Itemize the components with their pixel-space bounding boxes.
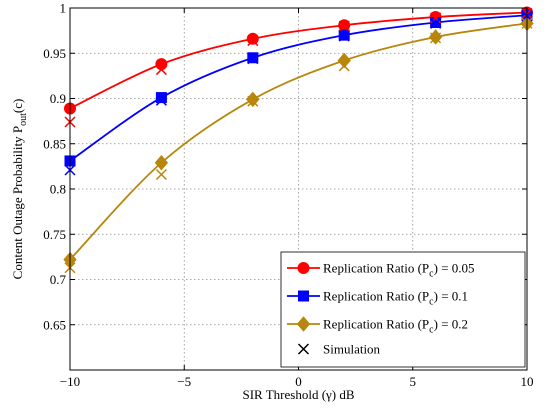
- legend-marker-2: [298, 290, 309, 302]
- legend-entry-prefix: Replication Ratio (P: [323, 317, 429, 332]
- x-axis-label: SIR Threshold (γ) dB: [242, 387, 354, 402]
- y-tick-label: 0.85: [43, 136, 66, 151]
- legend-marker-1: [297, 262, 310, 274]
- legend: Replication Ratio (Pc) = 0.05Replication…: [280, 251, 526, 368]
- series-3-simulation-point: [155, 168, 167, 181]
- legend-entry-sub: c: [429, 269, 434, 280]
- series-line-1: [69, 11, 528, 110]
- legend-entry-prefix: Replication Ratio (P: [323, 289, 429, 304]
- series-3-simulation-point: [247, 95, 259, 107]
- legend-entry-suffix: ) = 0.1: [434, 289, 468, 304]
- series-1-simulation-point: [338, 20, 350, 32]
- y-axis-label-tail: (c): [10, 99, 25, 113]
- legend-marker-3: [296, 316, 311, 332]
- series-2-simulation-point: [430, 17, 442, 29]
- y-tick-label: 0.75: [43, 227, 66, 242]
- series-1-point: [246, 32, 259, 45]
- series-3-simulation-point: [430, 32, 442, 44]
- legend-entry-2: Replication Ratio (Pc) = 0.1: [323, 289, 468, 308]
- series-1-simulation-point: [430, 12, 442, 24]
- series-3-simulation-point: [338, 60, 350, 72]
- legend-entry-suffix: ) = 0.05: [434, 261, 475, 276]
- y-tick-label: 0.95: [43, 46, 66, 61]
- series-2-simulation-point: [338, 30, 350, 42]
- y-tick-label: 0.8: [50, 182, 66, 197]
- series-1-simulation-point: [247, 35, 259, 47]
- y-tick-label: 1: [60, 1, 67, 16]
- legend-entry-prefix: Replication Ratio (P: [323, 261, 429, 276]
- legend-entry-1: Replication Ratio (Pc) = 0.05: [323, 261, 475, 280]
- x-tick-label: 10: [521, 374, 534, 389]
- x-tick-label: 5: [410, 374, 417, 389]
- legend-box: [280, 251, 526, 368]
- y-axis-label: Content Outage Probability Pout(c): [10, 99, 29, 280]
- y-axis-label-sub: out: [18, 113, 29, 126]
- series-1-point: [155, 58, 168, 71]
- series-2-simulation-point: [155, 94, 167, 106]
- series-3-point: [154, 154, 169, 171]
- x-tick-label: −5: [177, 374, 191, 389]
- x-tick-labels: −10 −5 0 5 10: [60, 374, 534, 389]
- legend-entry-simulation: Simulation: [323, 342, 381, 357]
- legend-entry-suffix: ) = 0.2: [434, 317, 468, 332]
- y-tick-label: 0.7: [50, 272, 67, 287]
- y-axis-label-main: Content Outage Probability P: [10, 126, 25, 279]
- legend-entry-3: Replication Ratio (Pc) = 0.2: [323, 317, 468, 336]
- y-tick-labels: 0.65 0.7 0.75 0.8 0.85 0.9 0.95 1: [43, 1, 66, 333]
- series-3-point: [337, 52, 351, 69]
- series-1-simulation-point: [155, 64, 167, 76]
- x-tick-label: −10: [60, 374, 80, 389]
- series-2-point: [155, 92, 167, 104]
- y-tick-label: 0.9: [50, 91, 66, 106]
- x-tick-label: 0: [295, 374, 302, 389]
- legend-entry-sub: c: [429, 325, 434, 336]
- legend-marker-simulation: [297, 343, 310, 355]
- y-tick-label: 0.65: [43, 317, 66, 332]
- legend-entry-sub: c: [429, 297, 434, 308]
- axis-ticks: [69, 7, 528, 370]
- series-2-simulation-point: [247, 53, 259, 65]
- series-line-2: [69, 14, 528, 162]
